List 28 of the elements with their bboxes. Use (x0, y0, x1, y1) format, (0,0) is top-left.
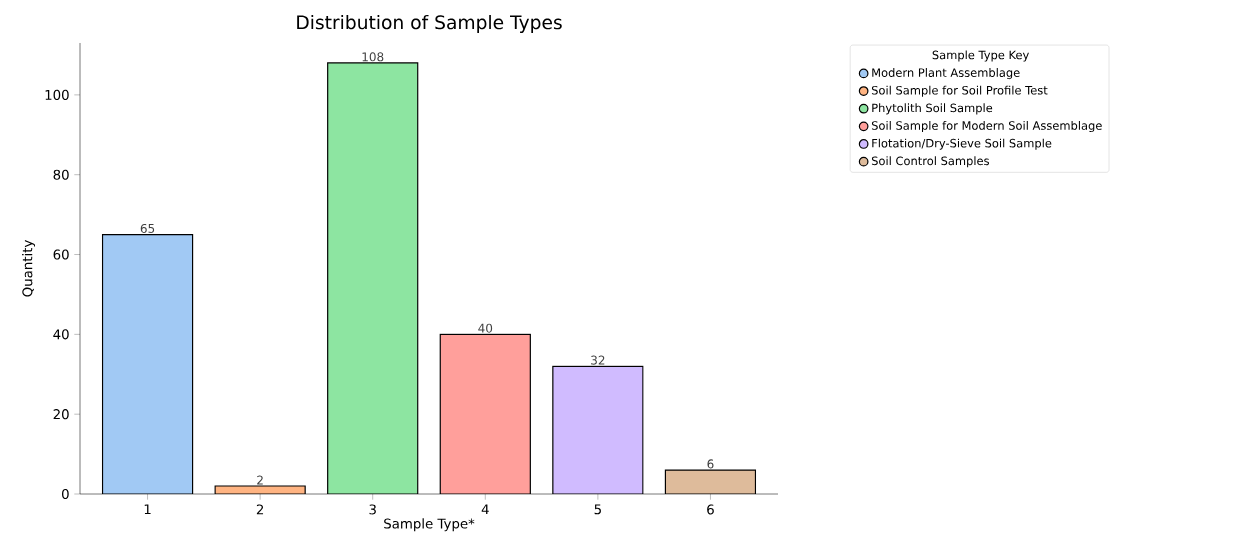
y-tick-label: 40 (53, 329, 69, 340)
legend-label: Modern Plant Assemblage (872, 68, 1020, 80)
x-tick-label: 5 (594, 504, 601, 515)
data-label: 65 (140, 223, 155, 233)
chart-title: Distribution of Sample Types (297, 14, 562, 33)
data-label: 40 (478, 323, 493, 333)
data-label: 108 (362, 52, 384, 62)
x-tick-label: 2 (256, 504, 264, 515)
y-tick-label: 100 (45, 89, 69, 100)
data-label: 6 (707, 459, 714, 469)
legend-label: Soil Sample for Modern Soil Assemblage (871, 121, 1102, 133)
legend-title: Sample Type Key (932, 50, 1029, 62)
x-tick-label: 6 (707, 504, 714, 515)
legend-label: Flotation/Dry-Sieve Soil Sample (872, 138, 1052, 150)
legend-label: Soil Control Samples (871, 156, 989, 168)
y-axis-title: Quantity (22, 240, 35, 297)
data-label: 32 (591, 355, 605, 365)
x-tick-label: 4 (481, 504, 489, 515)
x-axis-title: Sample Type* (384, 518, 475, 532)
legend-label: Phytolith Soil Sample (872, 103, 993, 115)
y-tick-label: 20 (53, 409, 69, 420)
legend-label: Soil Sample for Soil Profile Test (871, 85, 1048, 97)
x-tick-label: 1 (144, 504, 151, 515)
data-label: 2 (257, 475, 263, 485)
x-tick-label: 3 (369, 504, 376, 515)
y-tick-label: 0 (62, 488, 69, 500)
y-tick-label: 60 (53, 249, 69, 260)
y-tick-label: 80 (53, 169, 69, 180)
